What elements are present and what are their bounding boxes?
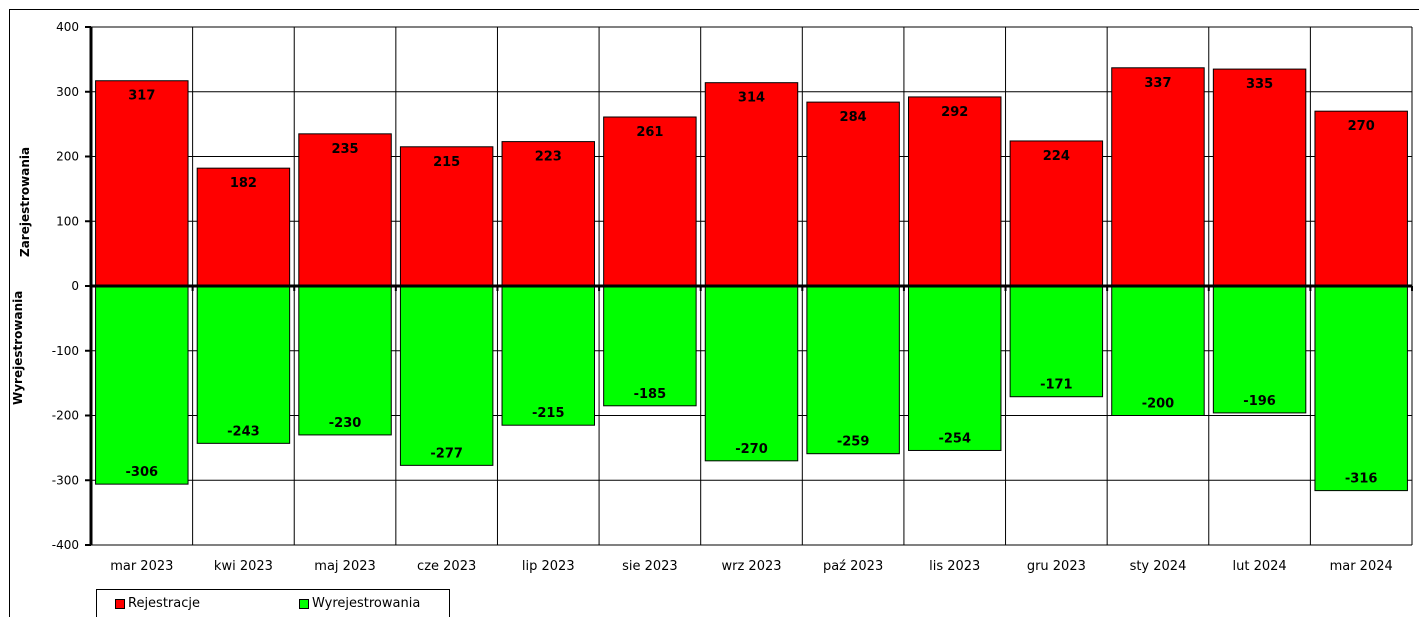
data-label: 261 [636,125,663,140]
legend-label-wyrejestrowania: Wyrejestrowania [312,596,421,611]
y-tick-label: -300 [52,473,79,487]
x-tick-label: lis 2023 [929,559,980,574]
data-label: -306 [126,465,159,480]
data-label: -230 [329,416,362,431]
bar-wyrejestrowania [603,285,697,407]
data-label: 182 [230,176,257,191]
bar-rejestracje [907,96,1002,287]
data-label: 215 [433,155,460,170]
bar-wyrejestrowania [399,285,494,466]
bar-wyrejestrowania [907,285,1002,451]
legend-label-rejestracje: Rejestracje [128,596,200,611]
y-tick-label: 200 [56,150,79,164]
bar-rejestracje [95,80,189,287]
bar-wyrejestrowania [298,285,392,436]
y-tick-label: 300 [56,85,79,99]
data-label: 223 [535,150,562,165]
data-label: -243 [227,424,260,439]
x-tick-label: lut 2024 [1232,559,1286,574]
data-label: -254 [938,431,971,446]
data-label: -277 [430,446,463,461]
x-tick-label: gru 2023 [1027,559,1086,574]
bar-wyrejestrowania [1111,285,1205,416]
bar-rejestracje [806,101,900,287]
data-label: 317 [128,89,155,104]
x-tick-label: kwi 2023 [214,559,273,574]
y-axis-label-bottom: Wyrejestrowania [11,290,25,405]
legend-item-rejestracje: Rejestracje [115,596,200,611]
bar-wyrejestrowania [806,285,900,455]
bar-rejestracje [298,133,392,287]
bar-wyrejestrowania [95,285,189,485]
bar-rejestracje [501,141,596,287]
data-label: -196 [1243,394,1276,409]
data-label: -316 [1345,472,1378,487]
bar-rejestracje [1212,68,1307,287]
bar-wyrejestrowania [704,285,799,462]
data-label: -185 [634,387,667,402]
x-tick-label: lip 2023 [522,559,575,574]
bar-wyrejestrowania [1212,285,1307,414]
bar-rejestracje [1009,140,1104,287]
bar-wyrejestrowania [196,285,291,444]
y-tick-label: -200 [52,409,79,423]
data-label: -270 [735,442,768,457]
y-tick-label: 400 [56,20,79,34]
data-label: 314 [738,91,765,106]
legend-swatch-rejestracje [115,598,125,609]
data-label: 292 [941,105,968,120]
data-label: 224 [1043,149,1070,164]
data-label: 235 [331,142,358,157]
x-tick-label: maj 2023 [314,559,375,574]
x-tick-label: mar 2024 [1330,559,1393,574]
bar-wyrejestrowania [1009,285,1104,398]
data-label: 335 [1246,77,1273,92]
data-label: -259 [837,435,870,450]
y-tick-label: 100 [56,214,79,228]
x-tick-label: mar 2023 [110,559,173,574]
bar-rejestracje [196,167,291,287]
x-tick-label: cze 2023 [417,559,476,574]
data-label: -215 [532,406,565,421]
bar-rejestracje [603,116,697,287]
data-label: -200 [1142,397,1175,412]
data-label: 284 [840,110,867,125]
legend: Rejestracje Wyrejestrowania [96,589,450,617]
y-tick-label: -100 [52,344,79,358]
bar-rejestracje [704,82,799,287]
data-label: 337 [1144,76,1171,91]
x-tick-label: paź 2023 [823,559,883,574]
y-tick-label: -400 [52,538,79,552]
y-axis-label-top: Zarejestrowania [18,146,32,257]
x-tick-label: sty 2024 [1130,559,1187,574]
legend-swatch-wyrejestrowania [299,598,309,609]
y-tick-label: 0 [71,279,79,293]
bar-rejestracje [1111,67,1205,287]
data-label: 270 [1348,119,1375,134]
x-tick-label: wrz 2023 [721,559,781,574]
chart-frame [9,9,1419,617]
legend-item-wyrejestrowania: Wyrejestrowania [299,596,420,611]
bar-wyrejestrowania [1314,285,1408,492]
bar-rejestracje [1314,110,1408,287]
data-label: -171 [1040,378,1073,393]
x-tick-label: sie 2023 [622,559,678,574]
bar-wyrejestrowania [501,285,596,426]
